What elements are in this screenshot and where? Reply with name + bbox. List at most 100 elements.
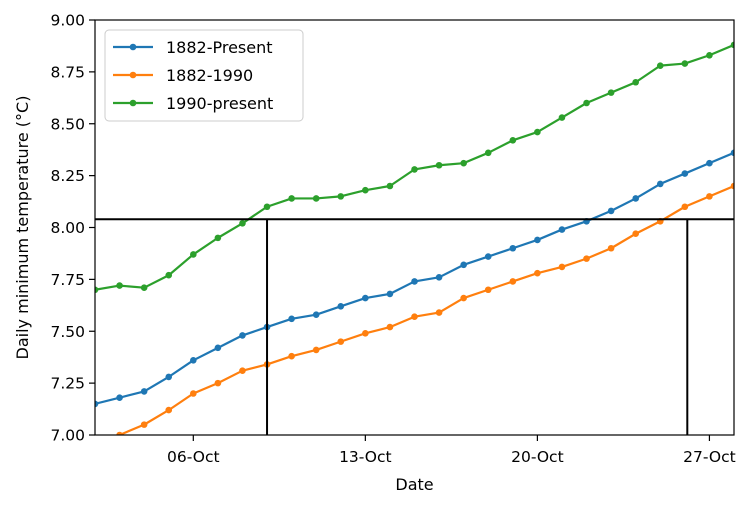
data-point <box>239 367 246 374</box>
data-point <box>656 62 664 69</box>
x-tick-label: 20-Oct <box>511 448 564 466</box>
legend-swatch-marker <box>129 99 137 107</box>
data-point <box>558 226 566 233</box>
reference-lines <box>95 218 734 435</box>
data-point <box>362 186 369 194</box>
data-point <box>632 230 639 238</box>
data-point <box>435 161 443 169</box>
data-point <box>140 421 148 428</box>
data-point <box>288 195 295 202</box>
data-point <box>190 357 197 364</box>
data-point <box>165 406 173 414</box>
data-point <box>312 311 320 318</box>
data-point <box>607 89 615 96</box>
data-point <box>632 78 639 86</box>
data-point <box>607 244 615 252</box>
data-point <box>730 41 734 49</box>
data-point <box>116 394 123 401</box>
legend-box <box>104 29 304 122</box>
data-point <box>558 263 566 271</box>
y-tick-label: 7.50 <box>50 323 85 341</box>
y-tick-label: 7.00 <box>50 427 85 445</box>
legend-swatch-marker <box>129 43 137 51</box>
data-point <box>190 251 197 258</box>
data-point <box>509 244 517 252</box>
data-point <box>140 284 148 291</box>
data-point <box>411 313 418 321</box>
data-point <box>509 137 517 144</box>
data-point <box>411 166 418 173</box>
data-point <box>484 149 492 157</box>
data-point <box>386 182 394 190</box>
data-point <box>165 271 173 279</box>
data-point <box>288 315 295 323</box>
data-point <box>558 114 566 121</box>
x-axis-ticks: 06-Oct 13-Oct 20-Oct 27-Oct <box>167 435 736 466</box>
data-point <box>632 195 639 202</box>
data-point <box>706 193 713 200</box>
data-point <box>337 193 345 200</box>
y-tick-label: 8.50 <box>50 115 85 133</box>
data-point <box>92 442 99 449</box>
y-tick-label: 8.25 <box>50 167 85 185</box>
data-point <box>116 431 123 435</box>
data-point <box>460 294 467 302</box>
y-tick-label: 7.75 <box>50 271 85 289</box>
data-point <box>706 159 713 167</box>
data-point <box>214 379 222 387</box>
data-point <box>435 309 443 316</box>
data-point <box>435 274 443 281</box>
data-point <box>411 278 418 285</box>
data-point <box>239 332 246 339</box>
data-point <box>288 352 295 360</box>
data-point <box>681 60 689 67</box>
data-point <box>681 170 689 177</box>
data-point <box>681 203 689 211</box>
data-point <box>534 128 541 136</box>
data-point <box>214 344 222 352</box>
data-point <box>534 236 541 244</box>
data-point <box>95 286 99 294</box>
legend-label: 1990-present <box>166 94 273 113</box>
x-tick-label: 06-Oct <box>167 448 220 466</box>
legend-label: 1882-Present <box>166 38 273 57</box>
data-point <box>386 290 394 298</box>
data-point <box>484 253 492 260</box>
data-point <box>165 373 173 381</box>
data-point <box>140 388 148 395</box>
y-tick-label: 8.00 <box>50 219 85 237</box>
data-point <box>362 330 369 337</box>
data-point <box>312 195 320 202</box>
data-point <box>583 255 590 262</box>
y-axis-ticks: 7.00 7.25 7.50 7.75 8.00 8.25 8.50 8.75 9.00 <box>50 12 95 445</box>
legend-swatch-marker <box>129 71 137 79</box>
data-point <box>362 294 369 302</box>
data-point <box>116 282 123 289</box>
y-tick-label: 7.25 <box>50 375 85 393</box>
data-point <box>460 261 467 269</box>
data-point <box>460 159 467 167</box>
data-point <box>509 278 517 285</box>
legend: 1882-Present 1882-1990 1990-present <box>104 29 304 122</box>
data-point <box>730 149 734 157</box>
data-point <box>484 286 492 294</box>
data-point <box>656 180 664 188</box>
y-tick-label: 9.00 <box>50 12 85 30</box>
plot-frame <box>94 19 735 436</box>
data-point <box>190 390 197 397</box>
data-point <box>337 303 345 310</box>
data-point <box>386 323 394 331</box>
data-point <box>607 207 615 215</box>
data-point <box>706 51 713 59</box>
legend-label: 1882-1990 <box>166 66 253 85</box>
y-axis-title: Daily minimum temperature (°C) <box>13 96 32 360</box>
data-point <box>583 99 590 107</box>
data-point <box>312 346 320 354</box>
x-axis-title: Date <box>395 475 433 494</box>
data-point <box>239 220 246 227</box>
data-point <box>214 234 222 242</box>
data-point <box>263 203 271 211</box>
x-tick-label: 27-Oct <box>683 448 736 466</box>
data-point <box>337 338 345 345</box>
